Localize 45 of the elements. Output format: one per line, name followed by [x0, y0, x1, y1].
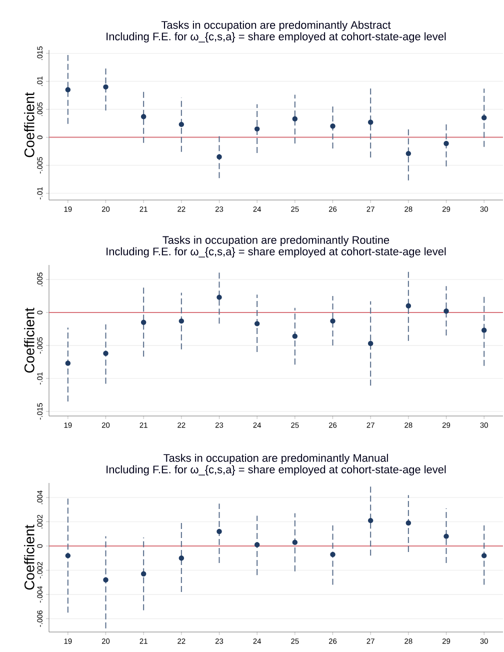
point	[330, 552, 336, 558]
point	[140, 320, 146, 325]
point	[254, 126, 260, 132]
point	[103, 350, 108, 356]
point	[481, 553, 487, 558]
point	[65, 360, 71, 366]
chart-subtitle: Including F.E. for ω_{c,s,a} = share employed at cohort-state-age level	[106, 32, 446, 42]
point	[406, 303, 412, 308]
point	[292, 116, 298, 122]
point	[444, 140, 449, 146]
point	[481, 115, 487, 120]
y-axis-title: Coefficient	[24, 524, 34, 590]
point	[178, 122, 184, 128]
point	[65, 553, 71, 558]
point	[330, 124, 336, 129]
point	[216, 154, 222, 160]
point	[216, 528, 222, 534]
point	[481, 328, 487, 333]
point	[65, 87, 71, 92]
point	[103, 84, 108, 90]
point	[406, 150, 412, 156]
chart-title: Tasks in occupation are predominantly Routine	[162, 236, 390, 246]
y-axis-title: Coefficient	[24, 92, 34, 158]
point	[368, 120, 374, 125]
point	[178, 318, 184, 324]
point	[444, 308, 449, 314]
point	[216, 294, 222, 300]
point	[140, 571, 146, 576]
point	[368, 518, 374, 524]
point	[444, 534, 449, 539]
point	[330, 318, 336, 324]
chart-title: Tasks in occupation are predominantly Abstract	[161, 20, 391, 32]
chart-subtitle: Including F.E. for ω_{c,s,a} = share employed at cohort-state-age level	[106, 247, 446, 258]
point	[292, 540, 298, 545]
point	[103, 577, 108, 583]
point	[254, 321, 260, 326]
point	[368, 340, 374, 346]
chart-title: Tasks in occupation are predominantly Manual	[164, 454, 388, 464]
point	[140, 114, 146, 120]
point	[292, 334, 298, 339]
point	[254, 542, 260, 548]
chart-subtitle: Including F.E. for ω_{c,s,a} = share employed at cohort-state-age level	[106, 465, 446, 476]
y-axis-title: Coefficient	[24, 308, 34, 373]
point	[406, 520, 412, 526]
point	[178, 556, 184, 561]
